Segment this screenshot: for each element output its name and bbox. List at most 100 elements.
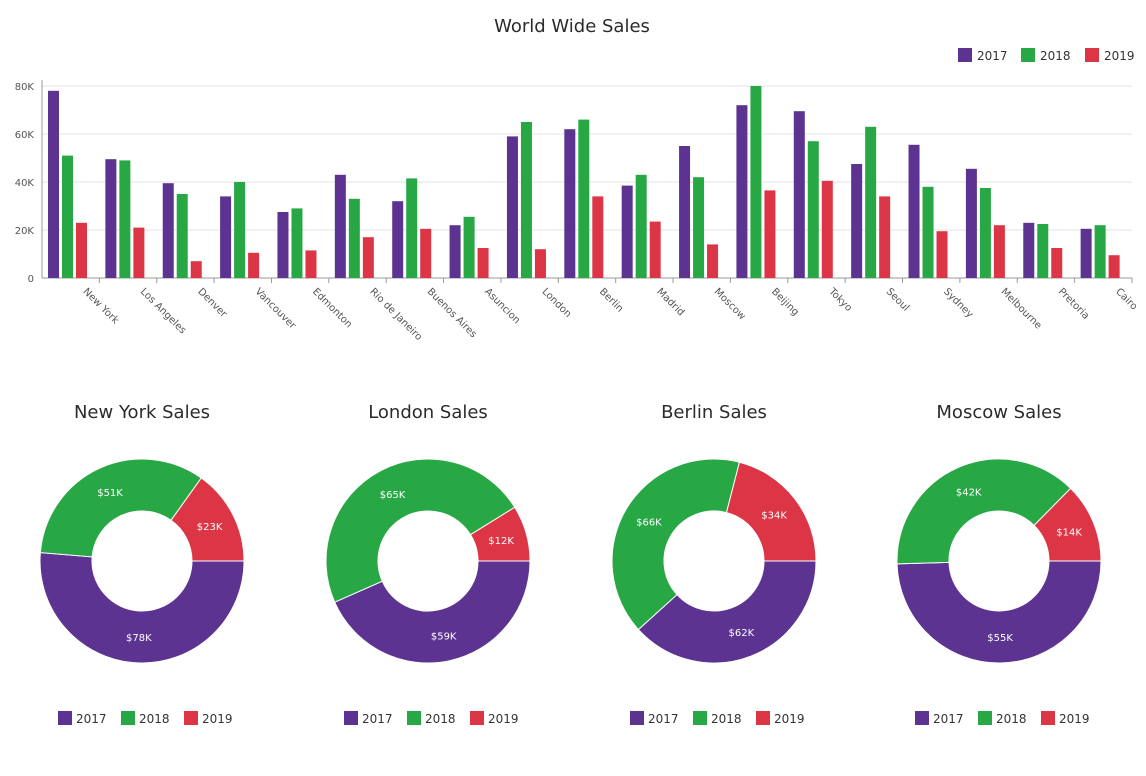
bar-tokyo-2019[interactable] [821,180,833,278]
slice-2017[interactable] [637,560,817,664]
x-tick-label-london: London [540,286,574,320]
bar-seoul-2019[interactable] [879,196,891,278]
bar-berlin-2018[interactable] [578,119,590,278]
legend-item-2019[interactable]: 2019 [1085,48,1135,63]
bar-denver-2017[interactable] [162,183,174,278]
x-tick-label-rio-de-janeiro: Rio de Janeiro [367,286,424,343]
bar-moscow-2018[interactable] [693,177,705,278]
legend-item-2018[interactable]: 2018 [407,711,456,726]
bar-asuncion-2019[interactable] [477,248,489,278]
slice-2018[interactable] [39,458,202,558]
bar-chart-legend[interactable]: 2017 2018 2019 [958,48,1135,63]
bar-seoul-2018[interactable] [865,126,877,278]
bar-melbourne-2018[interactable] [979,188,991,278]
bar-denver-2019[interactable] [190,261,202,278]
bar-denver-2018[interactable] [176,194,188,278]
bar-buenos-aires-2017[interactable] [392,201,404,278]
slice-2019[interactable] [170,477,245,562]
bar-beijing-2018[interactable] [750,86,762,278]
legend-item-2017[interactable]: 2017 [344,711,393,726]
bar-edmonton-2017[interactable] [277,212,289,278]
legend-item-2017[interactable]: 2017 [958,48,1008,63]
bar-madrid-2018[interactable] [635,174,647,278]
bar-cairo-2017[interactable] [1080,228,1092,278]
slice-2017[interactable] [334,560,531,664]
bar-madrid-2019[interactable] [649,221,661,278]
bar-pretoria-2019[interactable] [1051,248,1063,278]
bar-rio-de-janeiro-2018[interactable] [348,198,360,278]
slice-2019[interactable] [469,506,531,562]
bar-berlin-2019[interactable] [592,196,604,278]
world-wide-sales-chart: World Wide Sales 0 20K 40K 60K 80K New York L… [15,16,1140,343]
bar-moscow-2017[interactable] [679,146,691,278]
legend-item-2019[interactable]: 2019 [470,711,519,726]
bar-edmonton-2019[interactable] [305,250,317,278]
bar-berlin-2017[interactable] [564,129,576,278]
bar-vancouver-2019[interactable] [248,252,260,278]
bar-new-york-2018[interactable] [62,155,73,278]
bar-edmonton-2018[interactable] [291,208,303,278]
bar-madrid-2017[interactable] [621,185,633,278]
bar-vancouver-2017[interactable] [220,196,232,278]
slice-2018[interactable] [325,458,516,603]
x-tick-label-buenos-aires: Buenos Aires [425,286,479,340]
bar-pretoria-2018[interactable] [1037,224,1049,278]
bar-sydney-2019[interactable] [936,231,948,278]
legend-label: 2018 [139,712,170,726]
bar-rio-de-janeiro-2019[interactable] [362,237,374,278]
bar-cairo-2018[interactable] [1094,225,1106,278]
bar-beijing-2019[interactable] [764,190,776,278]
bar-tokyo-2017[interactable] [793,111,805,278]
bar-new-york-2019[interactable] [76,222,87,278]
slice-2018[interactable] [611,458,741,631]
slice-label-2019: $23K [197,522,223,533]
legend-item-2019[interactable]: 2019 [184,711,233,726]
slice-label-2017: $59K [431,631,457,642]
bar-tokyo-2018[interactable] [807,141,819,278]
legend-swatch [958,48,972,62]
bar-los-angeles-2018[interactable] [119,160,131,278]
legend-item-2017[interactable]: 2017 [58,711,107,726]
x-tick-label-moscow: Moscow [712,286,748,322]
legend-swatch [1085,48,1099,62]
bar-los-angeles-2019[interactable] [133,227,145,278]
bar-sydney-2017[interactable] [908,144,920,278]
legend-item-2019[interactable]: 2019 [756,711,805,726]
legend-swatch [121,711,135,725]
bar-buenos-aires-2019[interactable] [420,228,432,278]
slice-2019[interactable] [725,461,817,562]
slice-2019[interactable] [1033,487,1102,562]
bar-vancouver-2018[interactable] [234,182,246,278]
legend-item-2018[interactable]: 2018 [978,711,1027,726]
bar-london-2018[interactable] [520,122,532,278]
x-tick-label-seoul: Seoul [884,286,911,313]
slice-label-2017: $62K [729,628,755,639]
slice-2018[interactable] [896,458,1072,565]
bar-asuncion-2017[interactable] [449,225,461,278]
legend-item-2017[interactable]: 2017 [630,711,679,726]
legend-item-2019[interactable]: 2019 [1041,711,1090,726]
bar-london-2019[interactable] [534,249,546,278]
bar-los-angeles-2017[interactable] [105,159,117,278]
bar-cairo-2019[interactable] [1108,255,1120,278]
bar-seoul-2017[interactable] [851,164,863,278]
slice-2017[interactable] [896,560,1102,664]
bar-melbourne-2017[interactable] [965,168,977,278]
bar-new-york-2017[interactable] [48,90,59,278]
legend-label: 2018 [425,712,456,726]
legend-item-2017[interactable]: 2017 [915,711,964,726]
bar-moscow-2019[interactable] [707,244,719,278]
slice-2017[interactable] [39,552,245,664]
legend-label: 2018 [1040,49,1071,63]
bar-sydney-2018[interactable] [922,186,934,278]
legend-item-2018[interactable]: 2018 [1021,48,1071,63]
legend-item-2018[interactable]: 2018 [121,711,170,726]
bar-melbourne-2019[interactable] [993,225,1005,278]
bar-buenos-aires-2018[interactable] [406,178,418,278]
bar-beijing-2017[interactable] [736,105,748,278]
bar-london-2017[interactable] [506,136,518,278]
bar-pretoria-2017[interactable] [1023,222,1035,278]
bar-asuncion-2018[interactable] [463,216,475,278]
bar-rio-de-janeiro-2017[interactable] [334,174,346,278]
legend-item-2018[interactable]: 2018 [693,711,742,726]
